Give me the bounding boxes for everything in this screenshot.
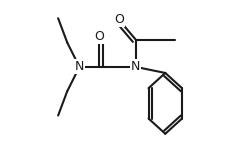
Text: O: O — [94, 30, 104, 43]
Text: N: N — [75, 60, 84, 73]
Text: O: O — [114, 13, 124, 26]
Text: N: N — [131, 60, 140, 73]
